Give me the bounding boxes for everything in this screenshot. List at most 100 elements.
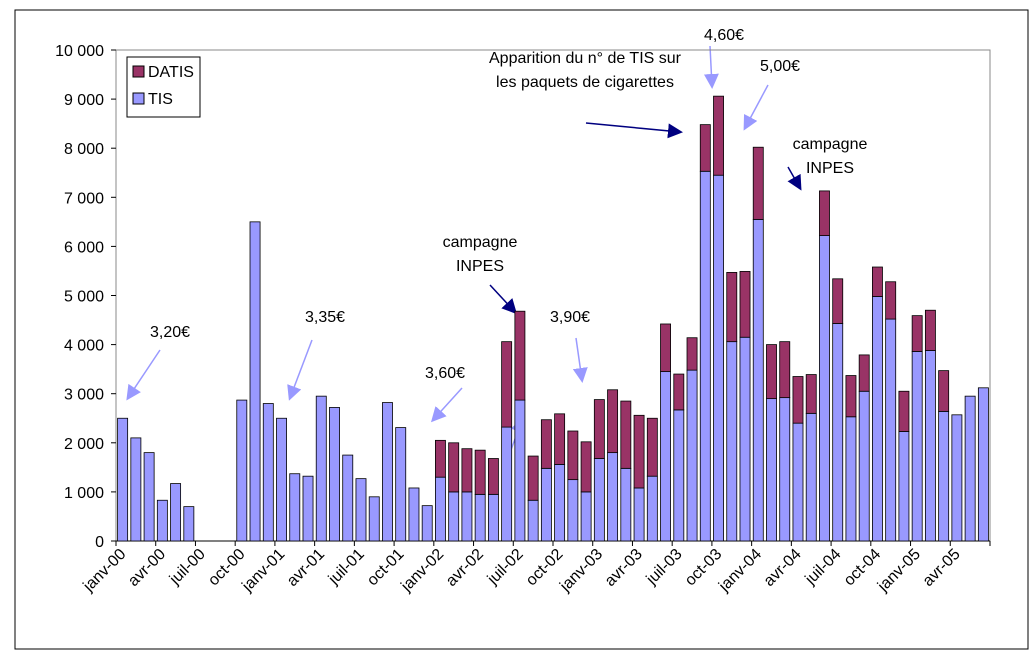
legend-label: DATIS bbox=[148, 64, 194, 81]
bar-segment bbox=[554, 464, 566, 542]
x-tick-label: avr-03 bbox=[602, 546, 646, 590]
y-tick-label: 6 000 bbox=[64, 239, 104, 256]
bar-segment bbox=[236, 399, 248, 542]
bar-segment bbox=[832, 323, 844, 542]
bar-segment bbox=[183, 506, 195, 542]
bar-segment bbox=[805, 412, 817, 542]
bar-segment bbox=[726, 272, 738, 343]
bar-segment bbox=[924, 309, 936, 351]
bar-segment bbox=[143, 452, 155, 542]
bar-segment bbox=[924, 350, 936, 542]
bar-segment bbox=[885, 318, 897, 542]
bar-segment bbox=[938, 370, 950, 412]
bar-segment bbox=[739, 336, 751, 542]
x-tick-label: janv-02 bbox=[397, 546, 447, 596]
bar-segment bbox=[474, 449, 486, 495]
legend-swatch bbox=[132, 92, 145, 105]
bar-segment bbox=[620, 467, 632, 542]
bar-segment bbox=[977, 387, 989, 542]
bar-segment bbox=[898, 390, 910, 432]
bar-segment bbox=[805, 374, 817, 414]
bar-segment bbox=[872, 296, 883, 542]
annotation: les paquets de cigarettes bbox=[496, 74, 674, 91]
bar-segment bbox=[792, 376, 804, 424]
y-tick-label: 1 000 bbox=[64, 485, 104, 502]
y-tick-label: 7 000 bbox=[64, 190, 104, 207]
bar-segment bbox=[766, 398, 777, 542]
bar-segment bbox=[501, 341, 513, 428]
frame bbox=[14, 9, 1029, 650]
bar-segment bbox=[580, 441, 592, 493]
bar-segment bbox=[938, 410, 950, 542]
bar-segment bbox=[130, 437, 142, 542]
y-tick-label: 4 000 bbox=[64, 338, 104, 355]
bar-segment bbox=[461, 491, 473, 542]
arrows bbox=[126, 45, 802, 459]
bar-segment bbox=[885, 281, 897, 320]
x-tick-label: janv-05 bbox=[874, 546, 924, 596]
bar-segment bbox=[713, 95, 724, 176]
bar-segment bbox=[567, 430, 579, 481]
annotation: 3,60€ bbox=[425, 365, 465, 382]
bar-segment bbox=[289, 473, 301, 542]
bar-segment bbox=[607, 389, 619, 454]
annotation: INPES bbox=[456, 258, 504, 275]
bar-segment bbox=[435, 439, 446, 478]
bar-segment bbox=[646, 475, 658, 542]
bar-segment bbox=[819, 235, 830, 542]
bar-segment bbox=[448, 491, 460, 542]
bar-segment bbox=[382, 402, 393, 542]
x-tick-label: juil-02 bbox=[484, 546, 527, 589]
annotation: 4,60€ bbox=[704, 27, 744, 44]
bar-segment bbox=[646, 417, 658, 477]
y-tick-label: 9 000 bbox=[64, 92, 104, 109]
bar-segment bbox=[593, 458, 605, 542]
bar-segment bbox=[580, 491, 592, 542]
bar-segment bbox=[845, 375, 857, 418]
annotation: campagne bbox=[793, 136, 868, 153]
x-tick-label: juil-03 bbox=[643, 546, 686, 589]
bar-segment bbox=[752, 218, 764, 542]
annotation: campagne bbox=[443, 234, 518, 251]
bar-segment bbox=[779, 397, 791, 542]
x-tick-label: juil-00 bbox=[166, 546, 209, 589]
bar-segment bbox=[514, 310, 526, 401]
x-tick-label: avr-05 bbox=[920, 546, 964, 590]
bar-segment bbox=[713, 174, 724, 542]
annotation: 3,90€ bbox=[550, 309, 590, 326]
y-tick-label: 8 000 bbox=[64, 141, 104, 158]
bar-segment bbox=[620, 400, 632, 469]
bar-segment bbox=[911, 315, 923, 352]
bar-segment bbox=[660, 323, 671, 373]
bar-segment bbox=[858, 354, 870, 392]
bar-segment bbox=[686, 337, 698, 371]
bar-segment bbox=[117, 417, 129, 542]
x-tick-label: avr-02 bbox=[443, 546, 487, 590]
bar-segment bbox=[302, 475, 314, 542]
annotation: INPES bbox=[806, 160, 854, 177]
bar-segment bbox=[461, 448, 473, 493]
bar-segment bbox=[911, 351, 923, 542]
bar-segment bbox=[819, 190, 830, 236]
x-tick-label: avr-00 bbox=[125, 546, 169, 590]
y-tick-label: 5 000 bbox=[64, 289, 104, 306]
y-tick-label: 10 000 bbox=[55, 43, 104, 60]
x-tick-label: janv-01 bbox=[239, 546, 289, 596]
y-tick-label: 3 000 bbox=[64, 387, 104, 404]
bar-segment bbox=[421, 505, 433, 542]
y-tick-label: 2 000 bbox=[64, 436, 104, 453]
bar-segment bbox=[726, 341, 738, 542]
bar-segment bbox=[501, 426, 513, 542]
bar-segment bbox=[699, 124, 711, 172]
bar-segment bbox=[858, 390, 870, 542]
bar-segment bbox=[329, 407, 340, 542]
bar-segment bbox=[951, 414, 963, 542]
bar-segment bbox=[262, 403, 274, 542]
bar-segment bbox=[567, 479, 579, 542]
bar-segment bbox=[633, 487, 645, 542]
x-tick-label: avr-04 bbox=[761, 546, 805, 590]
bar-segment bbox=[792, 422, 804, 542]
bar-segment bbox=[872, 266, 883, 297]
bar-segment bbox=[527, 499, 539, 542]
